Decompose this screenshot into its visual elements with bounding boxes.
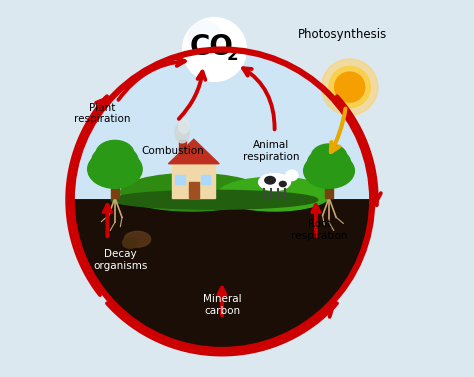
- FancyBboxPatch shape: [189, 182, 199, 198]
- Text: Combustion: Combustion: [142, 146, 204, 156]
- Ellipse shape: [179, 119, 189, 133]
- Circle shape: [72, 49, 372, 350]
- Text: CO: CO: [190, 32, 233, 61]
- Circle shape: [182, 18, 246, 81]
- FancyBboxPatch shape: [175, 175, 184, 184]
- Ellipse shape: [92, 145, 138, 176]
- Text: Plant
respiration: Plant respiration: [73, 103, 130, 124]
- Text: Mineral
carbon: Mineral carbon: [203, 294, 241, 316]
- Text: 2: 2: [227, 46, 238, 64]
- Wedge shape: [72, 200, 372, 350]
- Ellipse shape: [304, 153, 355, 188]
- Circle shape: [329, 66, 370, 108]
- Ellipse shape: [111, 190, 318, 209]
- Circle shape: [188, 21, 222, 55]
- FancyBboxPatch shape: [111, 164, 119, 198]
- Text: Root
respiration: Root respiration: [292, 219, 348, 241]
- Ellipse shape: [96, 140, 134, 167]
- Ellipse shape: [88, 150, 142, 188]
- FancyBboxPatch shape: [179, 140, 186, 154]
- FancyBboxPatch shape: [201, 175, 210, 184]
- FancyBboxPatch shape: [325, 166, 333, 198]
- Ellipse shape: [280, 181, 286, 187]
- Ellipse shape: [265, 176, 275, 184]
- Ellipse shape: [91, 158, 139, 181]
- Text: Photosynthesis: Photosynthesis: [298, 28, 387, 41]
- Ellipse shape: [124, 231, 151, 247]
- Text: Animal
respiration: Animal respiration: [243, 140, 299, 162]
- Circle shape: [321, 59, 378, 115]
- Ellipse shape: [308, 148, 351, 177]
- Text: Decay
organisms: Decay organisms: [93, 249, 148, 271]
- Ellipse shape: [120, 173, 263, 211]
- FancyBboxPatch shape: [172, 164, 215, 198]
- Circle shape: [335, 72, 365, 102]
- Ellipse shape: [259, 174, 291, 190]
- Ellipse shape: [286, 170, 298, 181]
- Ellipse shape: [218, 177, 331, 211]
- Ellipse shape: [306, 161, 352, 181]
- Ellipse shape: [175, 122, 189, 143]
- Ellipse shape: [122, 238, 137, 248]
- Polygon shape: [168, 139, 219, 164]
- Ellipse shape: [311, 144, 347, 169]
